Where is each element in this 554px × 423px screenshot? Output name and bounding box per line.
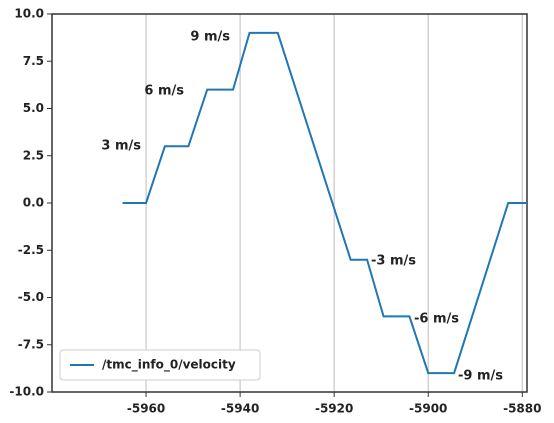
annotation: 9 m/s: [190, 30, 230, 45]
y-tick-label: 5.0: [23, 101, 44, 115]
y-tick-label: 10.0: [14, 7, 44, 21]
y-tick-label: -10.0: [9, 385, 44, 399]
legend-label: /tmc_info_0/velocity: [102, 358, 236, 373]
annotation: 3 m/s: [101, 139, 141, 154]
annotation: -6 m/s: [414, 312, 459, 327]
y-tick-label: 2.5: [23, 148, 44, 162]
annotation: -3 m/s: [371, 254, 416, 269]
series-line: [122, 31, 527, 375]
x-tick-label: -5900: [409, 402, 447, 416]
x-tick-label: -5940: [221, 402, 259, 416]
y-tick-label: -2.5: [18, 243, 44, 257]
y-tick-label: 0.0: [23, 196, 44, 210]
x-tick-label: -5960: [127, 402, 165, 416]
y-tick-label: -5.0: [18, 290, 44, 304]
annotation: 6 m/s: [144, 84, 184, 99]
x-tick-label: -5880: [503, 402, 541, 416]
y-tick-label: 7.5: [23, 54, 44, 68]
annotation: -9 m/s: [458, 369, 503, 384]
legend-box: [59, 349, 261, 381]
y-tick-label: -7.5: [18, 337, 44, 351]
x-tick-label: -5920: [315, 402, 353, 416]
